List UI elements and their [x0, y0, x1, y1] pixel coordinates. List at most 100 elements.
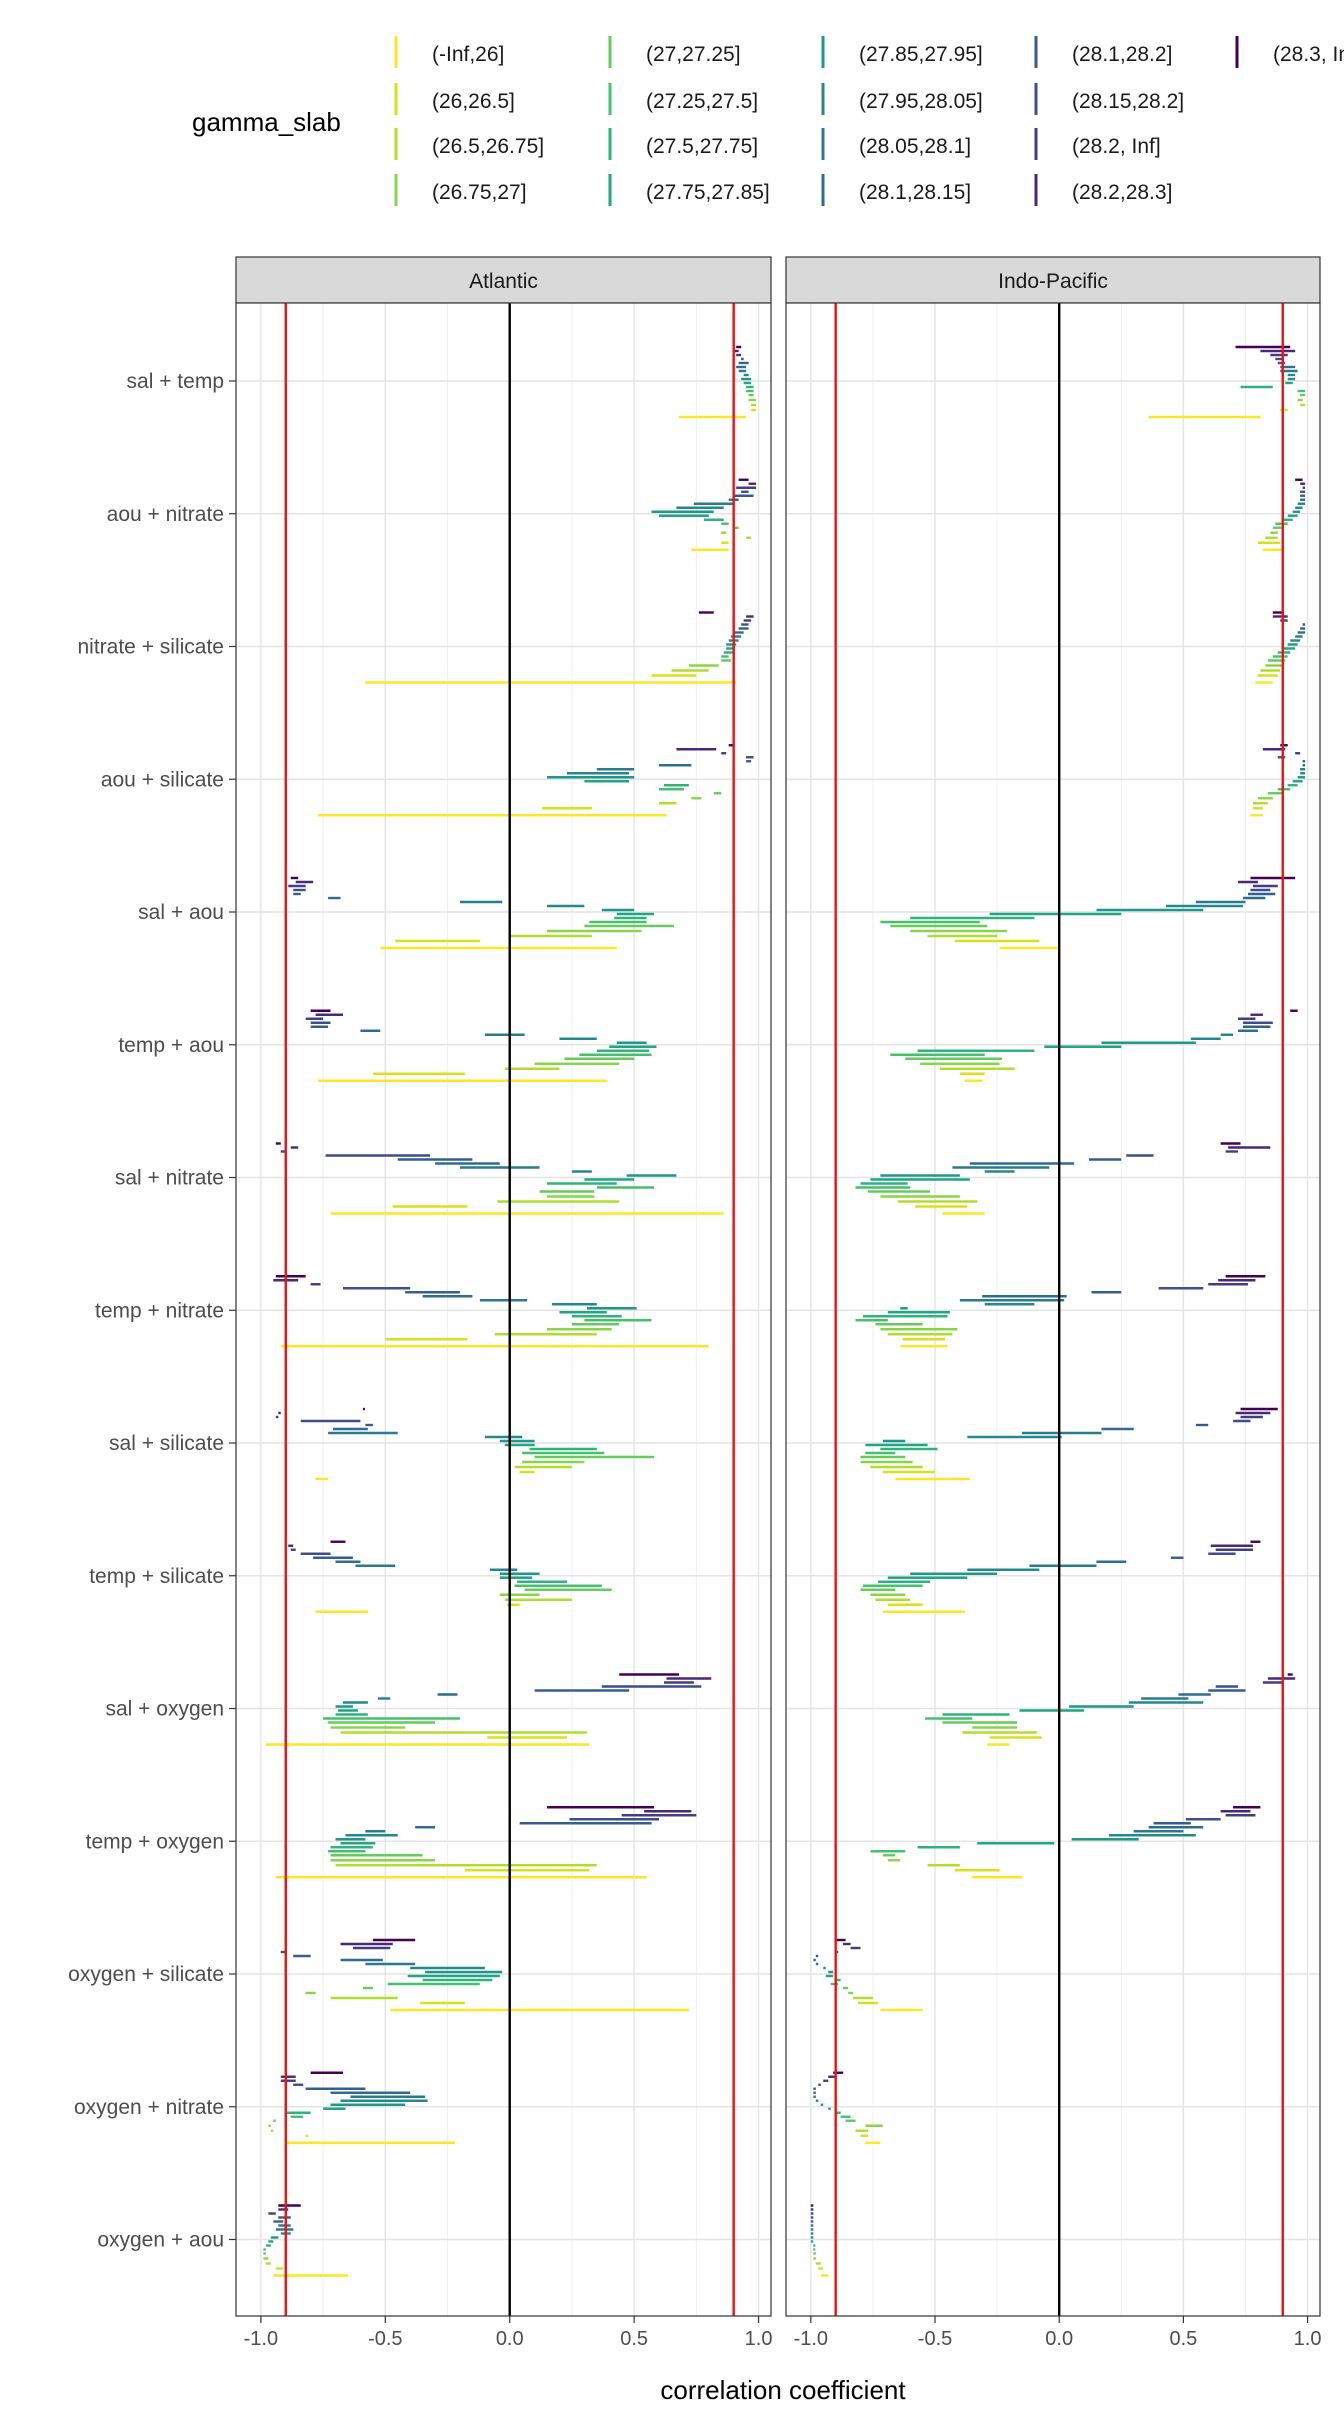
y-tick-label: sal + oxygen: [106, 1698, 225, 1721]
legend: gamma_slab (-Inf,26] (26,26.5] (26.5,26.75…: [192, 36, 1344, 206]
range-group-temp-oxygen: [870, 1806, 1261, 1879]
range-group-sal-oxygen: [925, 1673, 1296, 1746]
x-tick-label: -0.5: [918, 2328, 952, 2350]
legend-entry-27-27-25: (27,27.25]: [608, 36, 741, 68]
legend-entry-27-5-27-75: (27.5,27.75]: [608, 128, 758, 160]
y-tick-label: temp + aou: [118, 1034, 224, 1057]
y-tick-label: nitrate + silicate: [78, 636, 225, 659]
range-group-aou-silicate: [1250, 744, 1306, 817]
legend-label: (27,27.25]: [646, 43, 741, 66]
legend-label: (26.75,27]: [432, 181, 527, 204]
range-group-temp-aou: [305, 1009, 657, 1082]
range-group-sal-aou: [288, 876, 674, 950]
legend-label: (-Inf,26]: [432, 43, 504, 66]
range-group-sal-silicate: [275, 1407, 655, 1481]
facet-strip: [785, 256, 1321, 304]
facet-strip-label: Indo-Pacific: [998, 270, 1108, 293]
y-tick-label: temp + silicate: [89, 1565, 224, 1588]
legend-label: (28.3, Inf]: [1273, 43, 1344, 66]
y-tick-label: temp + nitrate: [95, 1299, 224, 1322]
legend-entry-28-05-28-1: (28.05,28.1]: [821, 128, 971, 160]
y-tick-label: aou + silicate: [101, 768, 224, 791]
legend-entry-27-25-27-5: (27.25,27.5]: [608, 83, 758, 115]
y-tick-label: aou + nitrate: [107, 503, 224, 526]
panel-indo-pacific: Indo-Pacific -1.0 -0.5 0.0 0.5 1.0: [785, 256, 1322, 2350]
legend-entry-28-1-28-2: (28.1,28.2]: [1034, 36, 1172, 68]
legend-label: (27.5,27.75]: [646, 135, 758, 158]
legend-label: (28.15,28.2]: [1072, 90, 1184, 113]
range-group-temp-oxygen: [275, 1806, 697, 1879]
y-tick-label: sal + temp: [127, 370, 224, 393]
range-group-aou-silicate: [318, 744, 754, 817]
panel-border: [785, 302, 1321, 2317]
x-tick-label: 1.0: [1294, 2328, 1322, 2350]
legend-label: (28.2, Inf]: [1072, 135, 1161, 158]
range-group-temp-aou: [890, 1009, 1298, 1082]
range-group-sal-nitrate: [275, 1142, 724, 1215]
panels: Atlantic -1.0 -0.5 0.0 0.5 1.0 sal + temp aou +…: [68, 256, 1322, 2350]
range-group-oxygen-nitrate: [268, 2071, 455, 2144]
y-tick-label: oxygen + silicate: [68, 1963, 224, 1986]
range-group-nitrate-silicate: [365, 611, 754, 684]
x-tick-label: -0.5: [368, 2328, 402, 2350]
range-group-oxygen-silicate: [813, 1938, 923, 2012]
facet-strip: [235, 256, 772, 304]
legend-entry-28-2-28-3: (28.2,28.3]: [1034, 174, 1172, 206]
range-group-sal-oxygen: [265, 1673, 712, 1746]
facet-strip-label: Atlantic: [469, 270, 538, 293]
range-group-aou-nitrate: [1257, 478, 1306, 551]
x-tick-label: 0.0: [1045, 2328, 1073, 2350]
legend-entry-27-85-27-95: (27.85,27.95]: [821, 36, 983, 68]
x-tick-label: 1.0: [745, 2328, 773, 2350]
legend-title: gamma_slab: [192, 107, 341, 137]
legend-entry-26-26-5: (26,26.5]: [394, 83, 515, 115]
range-group-oxygen-nitrate: [813, 2071, 883, 2144]
range-group-temp-silicate: [288, 1540, 612, 1613]
legend-entry-27-95-28-05: (27.95,28.05]: [821, 83, 983, 115]
legend-entry-28-3-inf: (28.3, Inf]: [1235, 36, 1344, 68]
range-group-temp-nitrate: [273, 1275, 709, 1348]
range-group-sal-nitrate: [855, 1142, 1271, 1215]
legend-label: (27.85,27.95]: [859, 43, 983, 66]
range-group-temp-silicate: [860, 1540, 1261, 1613]
legend-label: (28.1,28.15]: [859, 181, 971, 204]
x-tick-label: 0.5: [620, 2328, 648, 2350]
legend-entry-inf-26: (-Inf,26]: [394, 36, 504, 68]
y-tick-label: sal + nitrate: [115, 1167, 224, 1190]
range-group-aou-nitrate: [651, 478, 757, 551]
legend-label: (28.2,28.3]: [1072, 181, 1172, 204]
y-tick-label: temp + oxygen: [86, 1830, 224, 1853]
range-group-temp-nitrate: [855, 1275, 1266, 1348]
legend-entry-28-2-inf: (28.2, Inf]: [1034, 128, 1161, 160]
legend-label: (28.05,28.1]: [859, 135, 971, 158]
range-group-oxygen-aou: [810, 2204, 829, 2277]
legend-label: (27.75,27.85]: [646, 181, 770, 204]
legend-label: (26.5,26.75]: [432, 135, 544, 158]
legend-label: (27.25,27.5]: [646, 90, 758, 113]
y-tick-label: oxygen + aou: [97, 2229, 224, 2252]
y-tick-label: oxygen + nitrate: [74, 2096, 224, 2119]
legend-entry-28-1-28-15: (28.1,28.15]: [821, 174, 971, 206]
legend-label: (26,26.5]: [432, 90, 515, 113]
legend-label: (28.1,28.2]: [1072, 43, 1172, 66]
legend-entry-27-75-27-85: (27.75,27.85]: [608, 174, 770, 206]
legend-label: (27.95,28.05]: [859, 90, 983, 113]
range-group-sal-aou: [880, 876, 1296, 950]
range-group-sal-temp: [1148, 345, 1306, 419]
panel-border: [235, 302, 772, 2317]
panel-background: [786, 303, 1320, 2316]
y-tick-label: sal + aou: [138, 901, 224, 924]
range-group-oxygen-silicate: [280, 1938, 689, 2012]
range-group-sal-silicate: [860, 1407, 1278, 1481]
x-axis-label: correlation coefficient: [660, 2375, 906, 2405]
range-group-sal-temp: [678, 345, 757, 419]
panel-background: [236, 303, 771, 2316]
legend-entry-26-5-26-75: (26.5,26.75]: [394, 128, 544, 160]
y-tick-label: sal + silicate: [109, 1432, 224, 1455]
x-tick-label: -1.0: [244, 2328, 278, 2350]
x-tick-label: -1.0: [794, 2328, 828, 2350]
x-tick-label: 0.5: [1169, 2328, 1197, 2350]
legend-entry-26-75-27: (26.75,27]: [394, 174, 527, 206]
